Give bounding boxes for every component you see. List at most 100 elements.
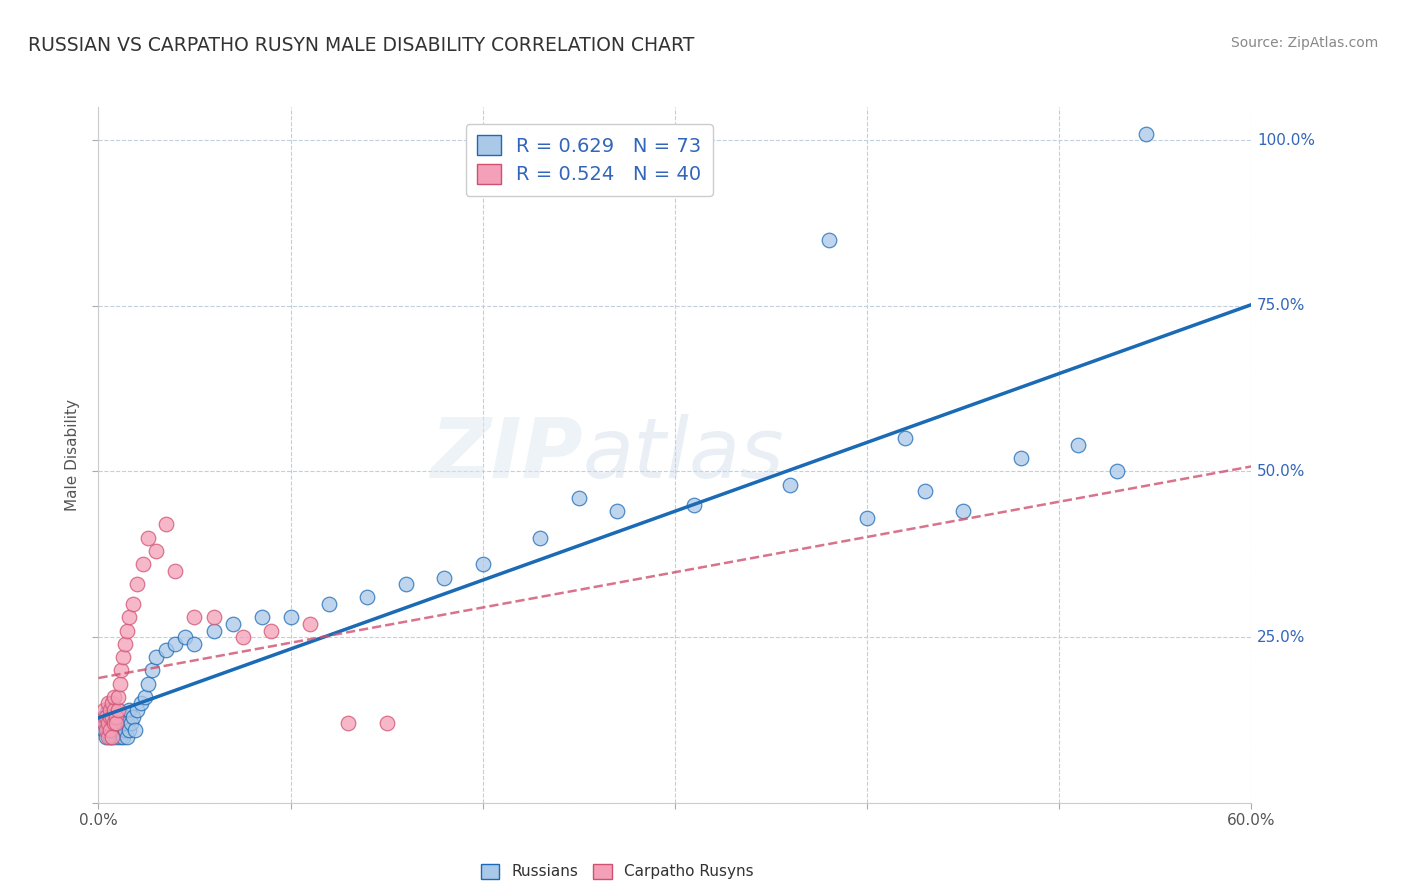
Point — [568, 491, 591, 505]
Point — [108, 676, 131, 690]
Point — [118, 610, 141, 624]
Point — [114, 709, 136, 723]
Point — [98, 709, 121, 723]
Text: 50.0%: 50.0% — [1257, 464, 1306, 479]
Point — [165, 564, 187, 578]
Point — [97, 723, 120, 737]
Point — [817, 233, 839, 247]
Point — [145, 650, 167, 665]
Point — [101, 723, 124, 737]
Text: 25.0%: 25.0% — [1257, 630, 1306, 645]
Point — [856, 511, 879, 525]
Point — [914, 484, 936, 499]
Point — [124, 723, 146, 737]
Point — [138, 676, 160, 690]
Point — [375, 716, 398, 731]
Point — [433, 570, 456, 584]
Point — [93, 723, 115, 737]
Point — [101, 730, 124, 744]
Point — [779, 477, 801, 491]
Point — [104, 709, 127, 723]
Point — [101, 716, 124, 731]
Point — [145, 544, 167, 558]
Point — [337, 716, 360, 731]
Point — [141, 663, 163, 677]
Point — [104, 716, 127, 731]
Point — [155, 517, 177, 532]
Point — [98, 709, 121, 723]
Point — [165, 637, 187, 651]
Point — [101, 730, 124, 744]
Point — [94, 709, 117, 723]
Point — [155, 643, 177, 657]
Point — [108, 709, 131, 723]
Point — [1135, 127, 1157, 141]
Text: atlas: atlas — [582, 415, 785, 495]
Point — [606, 504, 628, 518]
Point — [114, 723, 136, 737]
Point — [112, 716, 135, 731]
Point — [125, 703, 148, 717]
Text: 75.0%: 75.0% — [1257, 298, 1306, 313]
Point — [138, 531, 160, 545]
Point — [894, 431, 917, 445]
Point — [683, 498, 706, 512]
Point — [114, 637, 136, 651]
Text: RUSSIAN VS CARPATHO RUSYN MALE DISABILITY CORRELATION CHART: RUSSIAN VS CARPATHO RUSYN MALE DISABILIT… — [28, 36, 695, 54]
Point — [125, 577, 148, 591]
Point — [94, 716, 117, 731]
Text: 100.0%: 100.0% — [1257, 133, 1315, 148]
Point — [97, 730, 120, 744]
Point — [112, 650, 135, 665]
Point — [129, 697, 152, 711]
Point — [250, 610, 273, 624]
Point — [118, 723, 141, 737]
Point — [117, 624, 138, 638]
Point — [103, 703, 125, 717]
Point — [1067, 438, 1090, 452]
Point — [118, 703, 141, 717]
Point — [298, 616, 321, 631]
Point — [110, 723, 132, 737]
Point — [222, 616, 245, 631]
Point — [98, 723, 121, 737]
Point — [280, 610, 302, 624]
Point — [112, 730, 135, 744]
Point — [1010, 451, 1032, 466]
Point — [97, 709, 120, 723]
Point — [104, 716, 127, 731]
Point — [101, 709, 124, 723]
Point — [103, 690, 125, 704]
Point — [101, 697, 124, 711]
Text: Source: ZipAtlas.com: Source: ZipAtlas.com — [1230, 36, 1378, 50]
Point — [131, 558, 153, 572]
Point — [529, 531, 551, 545]
Y-axis label: Male Disability: Male Disability — [65, 399, 80, 511]
Point — [97, 716, 120, 731]
Point — [110, 716, 132, 731]
Point — [318, 597, 340, 611]
Point — [117, 716, 138, 731]
Text: ZIP: ZIP — [430, 415, 582, 495]
Point — [183, 610, 205, 624]
Point — [103, 716, 125, 731]
Point — [134, 690, 156, 704]
Point — [952, 504, 974, 518]
Point — [183, 637, 205, 651]
Point — [174, 630, 197, 644]
Point — [122, 709, 145, 723]
Point — [103, 709, 125, 723]
Point — [110, 663, 132, 677]
Point — [94, 723, 117, 737]
Point — [120, 716, 142, 731]
Point — [93, 709, 115, 723]
Point — [104, 730, 127, 744]
Point — [202, 624, 225, 638]
Point — [107, 703, 129, 717]
Point — [93, 703, 115, 717]
Point — [101, 703, 124, 717]
Point — [93, 716, 115, 731]
Point — [356, 591, 378, 605]
Point — [98, 730, 121, 744]
Point — [260, 624, 283, 638]
